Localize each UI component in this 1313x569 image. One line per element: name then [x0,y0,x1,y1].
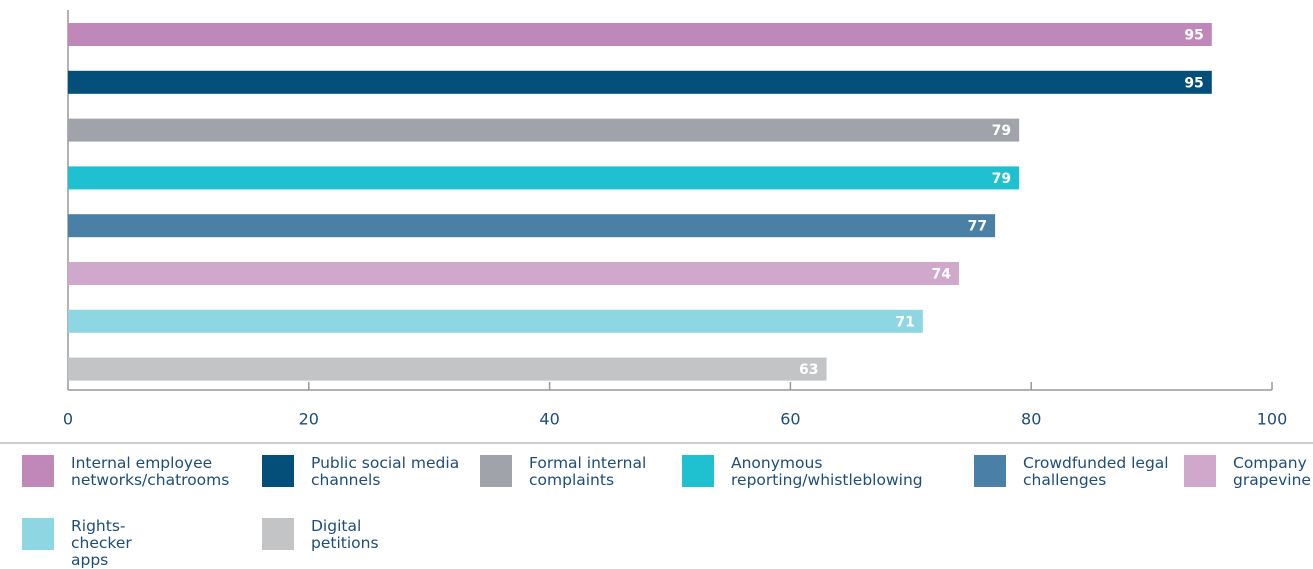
legend-item: Crowdfunded legal challenges [974,455,1173,489]
value-label: 95 [1184,75,1203,91]
legend-swatch [22,518,54,550]
legend-label: Formal internal complaints [529,454,647,489]
value-label: 79 [992,123,1011,139]
value-label: 77 [968,219,987,235]
legend-label: Anonymous reporting/whistleblowing [731,454,923,489]
bar [68,166,1020,190]
x-tick-label: 100 [1257,410,1288,429]
bar [68,309,923,333]
bar [68,118,1020,142]
legend-swatch [262,455,294,487]
legend-label: Rights-checker apps [71,517,132,569]
x-tick-label: 40 [539,410,559,429]
legend-swatch [1184,455,1216,487]
legend-item: Formal internal complaints [480,455,679,489]
x-tick-label: 20 [299,410,319,429]
value-label: 63 [799,362,818,378]
value-label: 74 [931,267,951,283]
legend-item: Public social media channels [262,455,461,489]
legend-swatch [974,455,1006,487]
legend-item: Company grapevine [1184,454,1311,489]
legend-item: Digital petitions [262,518,401,552]
legend-item: Internal employee networks/chatrooms [22,455,246,489]
legend-swatch [22,455,54,487]
legend-item: Rights-checker apps [22,518,171,569]
chart: 0 20 40 60 80 100 95 95 79 79 77 74 71 63 [0,10,1313,444]
bar [68,214,996,238]
legend-label: Internal employee networks/chatrooms [71,454,230,489]
legend-label: Digital petitions [311,517,379,552]
legend-swatch [682,455,714,487]
legend-swatch [480,455,512,487]
value-label: 95 [1184,28,1203,44]
legend-label: Company grapevine [1233,454,1311,489]
x-tick-label: 60 [780,410,800,429]
x-tick-label: 80 [1021,410,1041,429]
legend-swatch [262,518,294,550]
bar [68,262,959,285]
legend-item: Anonymous reporting/whistleblowing [682,455,941,489]
bar [68,357,827,381]
x-tick-label: 0 [63,410,73,429]
legend-label: Crowdfunded legal challenges [1023,454,1169,489]
legend-label: Public social media channels [311,454,460,489]
value-label: 79 [992,171,1011,187]
bar [68,70,1212,94]
value-label: 71 [895,314,914,330]
bar [68,23,1212,46]
